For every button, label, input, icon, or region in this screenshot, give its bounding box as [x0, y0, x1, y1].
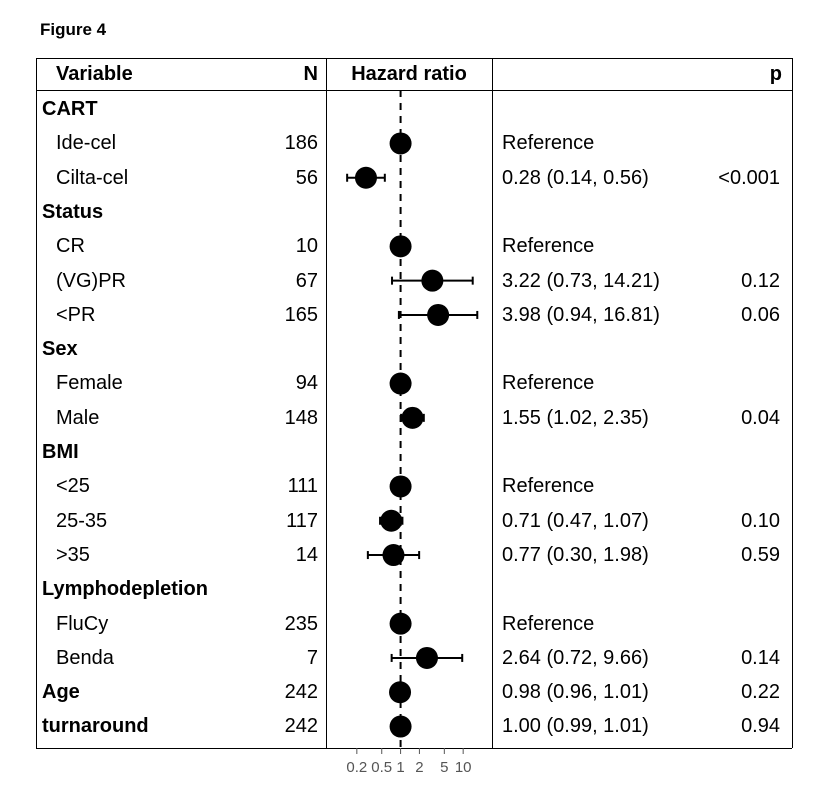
x-tick-label: 1	[396, 759, 404, 776]
x-tick-label: 2	[415, 759, 423, 776]
hr-point	[380, 509, 403, 532]
plot-left-rule	[326, 58, 327, 748]
x-tick-label: 0.5	[371, 759, 392, 776]
p-value: 0.12	[741, 269, 780, 292]
hr-point	[389, 372, 412, 395]
table-left-rule	[36, 58, 37, 748]
table-bottom-rule	[36, 748, 792, 749]
p-value: 0.04	[741, 406, 780, 429]
variable-label: >35	[56, 543, 90, 566]
hr-ci-value: Reference	[502, 612, 595, 635]
n-value: 56	[295, 166, 318, 189]
header-hazard-ratio: Hazard ratio	[351, 63, 467, 85]
group-label: turnaround	[42, 715, 149, 738]
n-value: 14	[295, 543, 318, 566]
variable-label: Ide-cel	[56, 132, 117, 155]
group-label: Status	[42, 200, 104, 223]
hr-point	[427, 303, 450, 326]
hr-point	[389, 475, 412, 498]
hr-point	[389, 132, 412, 155]
variable-label: Female	[56, 372, 123, 395]
header-rule	[36, 90, 792, 91]
group-label: CART	[42, 98, 98, 120]
variable-label: FluCy	[56, 612, 109, 635]
hr-point	[389, 235, 412, 258]
hr-point	[421, 269, 444, 292]
n-value: 111	[287, 475, 318, 498]
n-value: 242	[284, 681, 318, 704]
group-label: Age	[42, 681, 80, 704]
hr-ci-value: 0.98 (0.96, 1.01)	[502, 681, 649, 704]
hr-ci-value: 0.77 (0.30, 1.98)	[502, 543, 649, 566]
variable-label: <25	[56, 475, 90, 498]
table-right-rule	[792, 58, 793, 748]
n-value: 186	[284, 132, 318, 155]
header-n: N	[303, 63, 318, 85]
x-tick-label: 10	[455, 759, 472, 776]
x-tick-label: 5	[440, 759, 448, 776]
p-value: 0.22	[741, 681, 780, 704]
variable-label: Cilta-cel	[56, 166, 129, 189]
variable-label: Male	[56, 406, 100, 429]
p-value: 0.14	[741, 646, 780, 669]
n-value: 94	[295, 372, 318, 395]
p-value: 0.94	[741, 715, 780, 738]
n-value: 235	[284, 612, 318, 635]
hr-point	[389, 681, 412, 704]
group-label: Sex	[42, 338, 78, 361]
x-tick-label: 0.2	[346, 759, 367, 776]
hr-ci-value: 0.71 (0.47, 1.07)	[502, 509, 649, 532]
hr-point	[415, 646, 438, 669]
hr-point	[389, 612, 412, 635]
variable-label: <PR	[56, 303, 96, 326]
hr-ci-value: Reference	[502, 372, 595, 395]
n-value: 10	[295, 235, 318, 258]
figure-label: Figure 4	[40, 20, 107, 39]
n-value: 242	[284, 715, 318, 738]
p-value: 0.10	[741, 509, 780, 532]
p-value: <0.001	[718, 166, 780, 189]
variable-label: CR	[56, 235, 85, 258]
n-value: 7	[306, 646, 318, 669]
p-value: 0.06	[741, 303, 780, 326]
header-variable: Variable	[56, 63, 133, 85]
forest-plot: 0.2 0.5 1 2 5 10	[346, 90, 479, 776]
n-value: 67	[295, 269, 318, 292]
hr-ci-value: 3.98 (0.94, 16.81)	[502, 303, 660, 326]
p-value: 0.59	[741, 543, 780, 566]
n-value: 165	[284, 303, 318, 326]
group-label: BMI	[42, 441, 79, 463]
hr-ci-value: 0.28 (0.14, 0.56)	[502, 166, 649, 189]
hr-ci-value: 2.64 (0.72, 9.66)	[502, 646, 649, 669]
hr-ci-value: 1.55 (1.02, 2.35)	[502, 406, 649, 429]
group-label: Lymphodepletion	[42, 578, 208, 601]
header-p: p	[769, 63, 782, 85]
n-value: 117	[286, 509, 318, 532]
hr-ci-value: 3.22 (0.73, 14.21)	[502, 269, 660, 292]
hr-point	[382, 544, 405, 567]
hr-ci-value: Reference	[502, 235, 595, 258]
hr-ci-value: Reference	[502, 132, 595, 155]
hr-point	[354, 166, 377, 189]
plot-right-rule	[492, 58, 493, 748]
forest-plot-table: Variable N Hazard ratio p CART Ide-cel 186…	[36, 58, 793, 776]
hr-point	[401, 406, 424, 429]
hr-ci-value: Reference	[502, 475, 595, 498]
hr-point	[389, 715, 412, 738]
variable-label: 25-35	[56, 509, 108, 532]
variable-label: (VG)PR	[56, 269, 126, 292]
hr-ci-value: 1.00 (0.99, 1.01)	[502, 715, 649, 738]
n-value: 148	[284, 406, 318, 429]
table-top-rule	[36, 58, 792, 59]
variable-label: Benda	[56, 646, 114, 669]
